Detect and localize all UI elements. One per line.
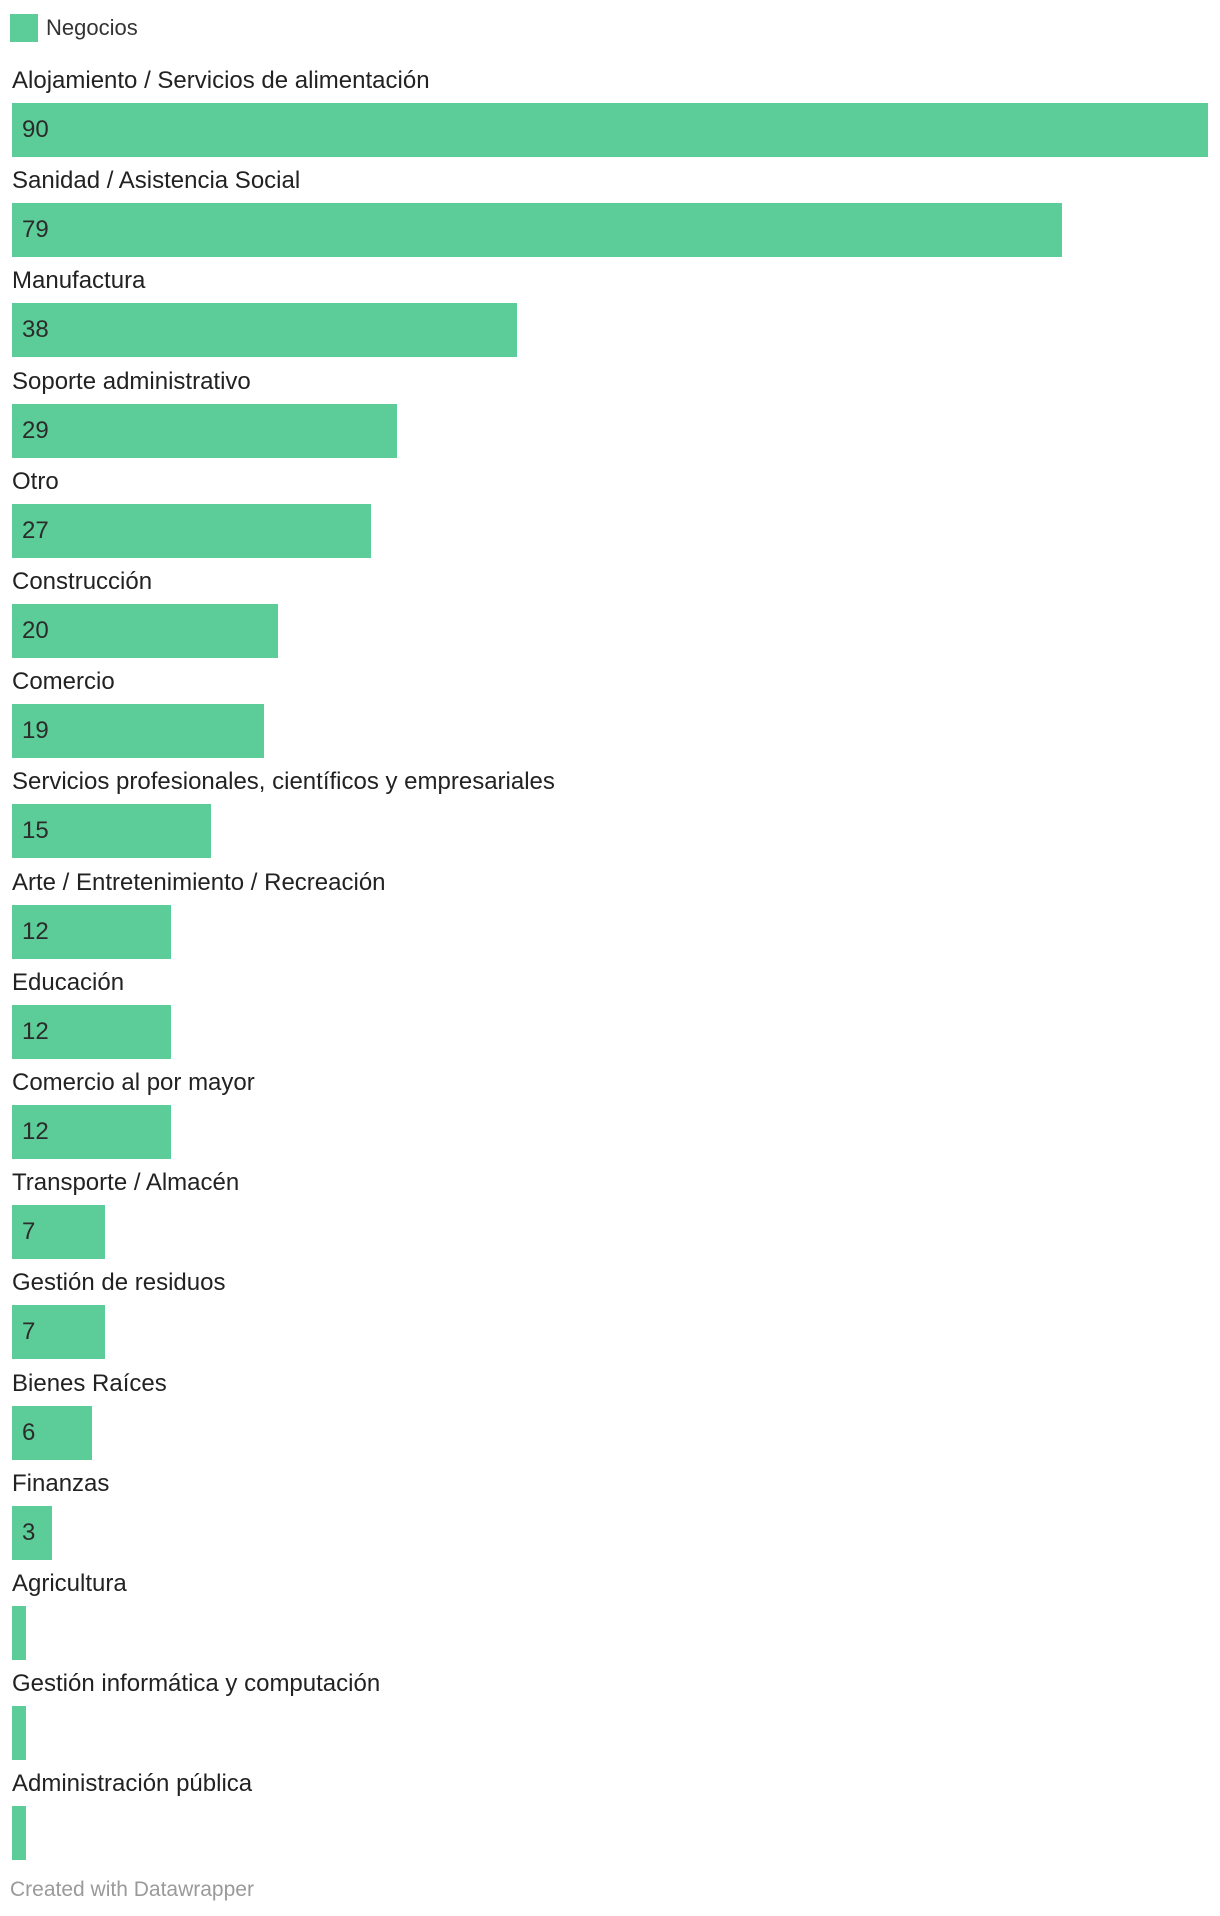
category-label: Comercio [12,668,115,696]
bar-row: Gestión de residuos 7 [12,1268,1208,1360]
legend: Negocios [10,12,138,44]
bar [12,804,212,859]
bar-row: Agricultura [12,1569,1208,1661]
bar [12,1706,26,1761]
bar-row: Otro 27 [12,467,1208,559]
value-label: 7 [22,1218,36,1246]
category-label: Gestión de residuos [12,1269,226,1297]
bar [12,1004,172,1059]
category-label: Sanidad / Asistencia Social [12,167,301,195]
value-label: 15 [22,817,49,845]
category-label: Bienes Raíces [12,1369,167,1397]
category-label: Soporte administrativo [12,367,251,395]
value-label: 90 [22,116,49,143]
bar-row: Gestión informática y computación [12,1669,1208,1761]
credit-footer: Created with Datawrapper [10,1878,254,1901]
bar-row: Educación 12 [12,968,1208,1060]
bar [12,503,371,558]
value-label: 29 [22,416,49,444]
value-label: 12 [22,1017,49,1045]
bar [12,403,398,458]
bar-row: Administración pública [12,1769,1208,1861]
category-label: Alojamiento / Servicios de alimentación [12,67,430,94]
bar [12,1405,92,1460]
value-label: 27 [22,516,49,544]
bar-row: Finanzas 3 [12,1469,1208,1561]
value-label: 7 [22,1318,36,1346]
category-label: Construcción [12,568,153,595]
bar [12,103,1208,157]
value-label: 79 [22,216,49,244]
bar-row: Comercio 19 [12,667,1208,759]
bar-row: Soporte administrativo 29 [12,367,1208,459]
category-label: Arte / Entretenimiento / Recreación [12,868,386,896]
legend-label: Negocios [46,15,138,40]
bar-row: Alojamiento / Servicios de alimentación 9… [12,66,1208,158]
value-label: 12 [22,1118,49,1145]
category-label: Servicios profesionales, científicos y e… [12,768,555,796]
bar-row: Sanidad / Asistencia Social 79 [12,166,1208,258]
legend-swatch [10,14,38,42]
category-label: Agricultura [12,1570,127,1597]
bar [12,1105,172,1159]
bar [12,604,278,658]
value-label: 3 [22,1518,36,1546]
bar-row: Arte / Entretenimiento / Recreación 12 [12,868,1208,960]
category-label: Finanzas [12,1469,110,1497]
category-label: Gestión informática y computación [12,1670,381,1698]
bar-row: Bienes Raíces 6 [12,1369,1208,1461]
bar [12,1205,106,1260]
bar-row: Comercio al por mayor 12 [12,1068,1208,1160]
value-label: 38 [22,316,49,344]
category-label: Comercio al por mayor [12,1069,255,1096]
bar-row: Servicios profesionales, científicos y e… [12,767,1208,859]
bar [12,1806,26,1861]
bar [12,904,172,959]
bar-row: Manufactura 38 [12,266,1208,358]
bar-row: Construcción 20 [12,567,1208,659]
value-label: 12 [22,917,49,945]
category-label: Manufactura [12,267,146,295]
value-label: 20 [22,617,49,644]
bar [12,704,265,759]
value-label: 19 [22,717,49,745]
bar-row: Transporte / Almacén 7 [12,1168,1208,1260]
bar [12,303,517,358]
bar [12,1606,26,1660]
value-label: 6 [22,1418,36,1446]
category-label: Transporte / Almacén [12,1169,240,1197]
bar [12,1305,106,1360]
category-label: Otro [12,467,59,495]
bar [12,1505,52,1560]
category-label: Administración pública [12,1770,253,1798]
bar [12,203,1062,258]
category-label: Educación [12,968,125,996]
